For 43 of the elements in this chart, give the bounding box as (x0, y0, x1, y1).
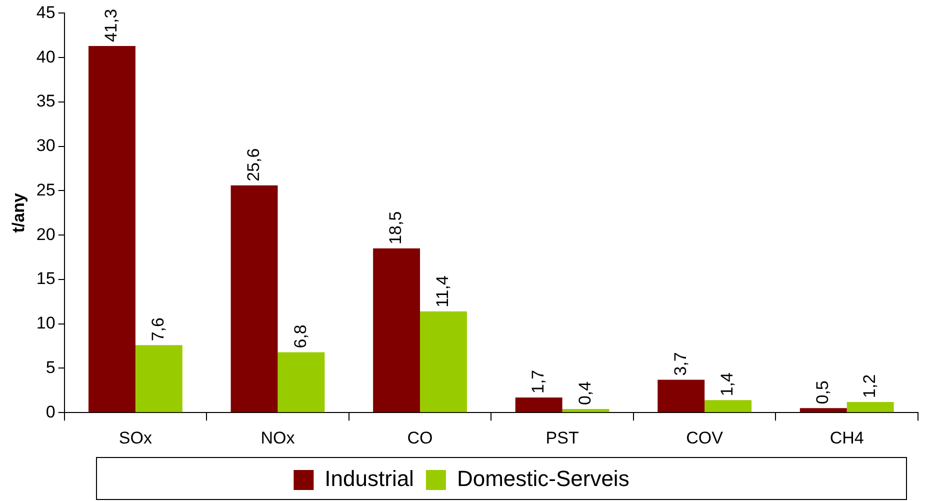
data-label: 3,7 (670, 352, 690, 376)
bar (135, 345, 182, 412)
y-tick-label: 35 (36, 92, 56, 111)
y-tick-label: 5 (46, 358, 56, 377)
data-label: 0,5 (813, 380, 832, 404)
y-axis-title: t/any (8, 192, 28, 233)
data-label: 7,6 (148, 318, 168, 342)
bar (515, 398, 562, 412)
x-tick-label: CH4 (830, 428, 864, 448)
y-tick-label: 30 (36, 136, 56, 156)
bar (658, 380, 705, 412)
bar (278, 352, 325, 412)
x-tick-label: CO (407, 428, 433, 448)
data-label: 41,3 (102, 8, 121, 42)
x-tick-label: SOx (118, 428, 152, 448)
bar (846, 402, 894, 412)
x-tick-label: COV (686, 428, 724, 448)
data-label: 6,8 (290, 324, 310, 348)
y-tick-label: 15 (36, 269, 56, 288)
bar (88, 46, 136, 412)
y-tick-label: 40 (36, 47, 56, 66)
data-label: 1,4 (718, 372, 737, 396)
bar (373, 248, 420, 412)
data-label: 1,2 (860, 374, 880, 398)
data-label: 18,5 (386, 211, 406, 244)
data-label: 11,4 (433, 276, 452, 308)
y-tick-label: 25 (36, 180, 56, 200)
bar (230, 185, 278, 412)
y-tick-label: 20 (36, 224, 56, 244)
legend-label: Industrial (324, 466, 414, 492)
x-tick-label: PST (546, 428, 579, 448)
legend-label: Domestic-Serveis (456, 466, 630, 492)
bar (800, 408, 847, 412)
bar (562, 409, 610, 412)
y-tick-label: 45 (36, 2, 56, 22)
bar (420, 311, 467, 412)
bar (704, 400, 752, 412)
data-label: 1,7 (528, 370, 548, 394)
y-tick-label: 0 (46, 402, 56, 422)
y-tick-label: 10 (36, 314, 56, 333)
data-label: 0,4 (575, 381, 594, 406)
x-tick-label: NOx (260, 428, 296, 448)
data-label: 25,6 (244, 148, 263, 182)
